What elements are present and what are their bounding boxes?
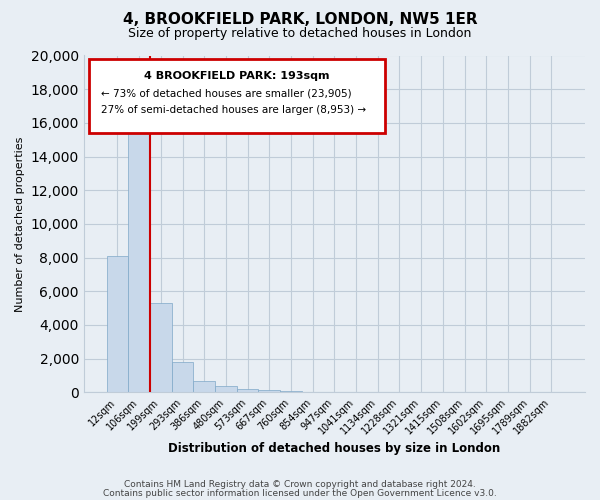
Bar (237, 389, 259, 392)
Bar (128, 114, 150, 392)
Bar (107, 256, 128, 392)
Text: Size of property relative to detached houses in London: Size of property relative to detached ho… (128, 28, 472, 40)
Bar (172, 362, 193, 392)
Bar (215, 386, 237, 392)
Text: 4, BROOKFIELD PARK, LONDON, NW5 1ER: 4, BROOKFIELD PARK, LONDON, NW5 1ER (122, 12, 478, 28)
Bar (280, 390, 302, 392)
Text: Contains HM Land Registry data © Crown copyright and database right 2024.: Contains HM Land Registry data © Crown c… (124, 480, 476, 489)
Text: 4 BROOKFIELD PARK: 193sqm: 4 BROOKFIELD PARK: 193sqm (144, 70, 329, 81)
Bar (193, 380, 215, 392)
FancyBboxPatch shape (89, 59, 385, 133)
Text: Contains public sector information licensed under the Open Government Licence v3: Contains public sector information licen… (103, 488, 497, 498)
Y-axis label: Number of detached properties: Number of detached properties (15, 136, 25, 312)
Bar (259, 390, 280, 392)
Bar (150, 303, 172, 392)
X-axis label: Distribution of detached houses by size in London: Distribution of detached houses by size … (168, 442, 500, 455)
Text: ← 73% of detached houses are smaller (23,905): ← 73% of detached houses are smaller (23… (101, 88, 352, 99)
Text: 27% of semi-detached houses are larger (8,953) →: 27% of semi-detached houses are larger (… (101, 106, 367, 116)
